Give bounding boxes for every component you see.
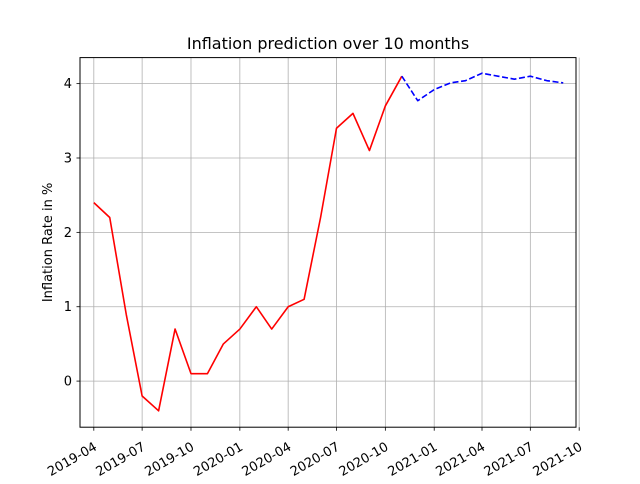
series-layer bbox=[93, 72, 564, 412]
observed-series-line bbox=[93, 75, 403, 412]
plot-area-frame bbox=[79, 57, 577, 428]
y-axis-label: Inflation Rate in % bbox=[41, 183, 56, 303]
y-tick-label: 3 bbox=[64, 151, 72, 166]
predicted-series-line bbox=[401, 72, 564, 102]
y-tick-label: 4 bbox=[64, 77, 72, 92]
y-tick-label: 1 bbox=[64, 300, 72, 315]
grid-layer bbox=[80, 57, 580, 428]
y-tick-label: 2 bbox=[64, 226, 72, 241]
chart-title: Inflation prediction over 10 months bbox=[187, 34, 469, 53]
y-tick-label: 0 bbox=[64, 375, 72, 390]
